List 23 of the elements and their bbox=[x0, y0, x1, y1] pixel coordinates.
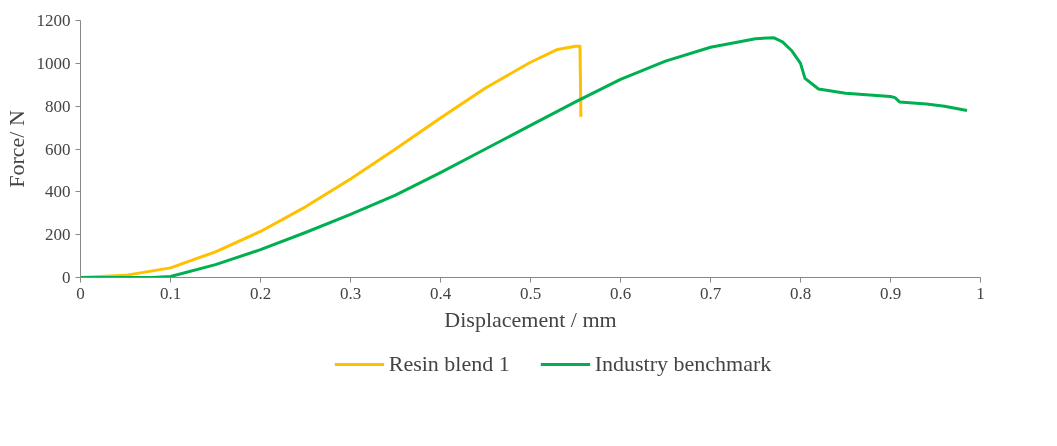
line-series bbox=[80, 36, 969, 278]
legend-label: Resin blend 1 bbox=[388, 351, 510, 377]
y-tick-label: 0 bbox=[62, 268, 71, 287]
x-tick-label: 1 bbox=[976, 283, 985, 303]
x-tick-label: 0.7 bbox=[699, 283, 722, 303]
y-tick-label: 1000 bbox=[36, 53, 71, 73]
x-tick-label: 0.1 bbox=[159, 283, 182, 303]
y-tick-label: 600 bbox=[45, 139, 71, 159]
y-tick-label: 800 bbox=[45, 96, 71, 116]
x-tick-label: 0.4 bbox=[429, 283, 452, 303]
y-tick-label: 400 bbox=[45, 182, 71, 202]
x-tick-label: 0.8 bbox=[789, 283, 812, 303]
x-tick-label: 0 bbox=[76, 283, 85, 303]
x-tick-label: 0.6 bbox=[609, 283, 632, 303]
x-axis-title: Displacement / mm bbox=[444, 306, 617, 332]
x-tick-label: 0.5 bbox=[519, 283, 542, 303]
y-tick-label: 200 bbox=[45, 225, 71, 245]
legend-label: Industry benchmark bbox=[594, 351, 772, 377]
x-tick-label: 0.2 bbox=[249, 283, 272, 303]
y-axis-title: Force/ N bbox=[3, 110, 29, 188]
x-tick-label: 0.3 bbox=[339, 283, 362, 303]
y-tick-label: 1200 bbox=[36, 11, 71, 30]
x-tick-label: 0.9 bbox=[879, 283, 902, 303]
